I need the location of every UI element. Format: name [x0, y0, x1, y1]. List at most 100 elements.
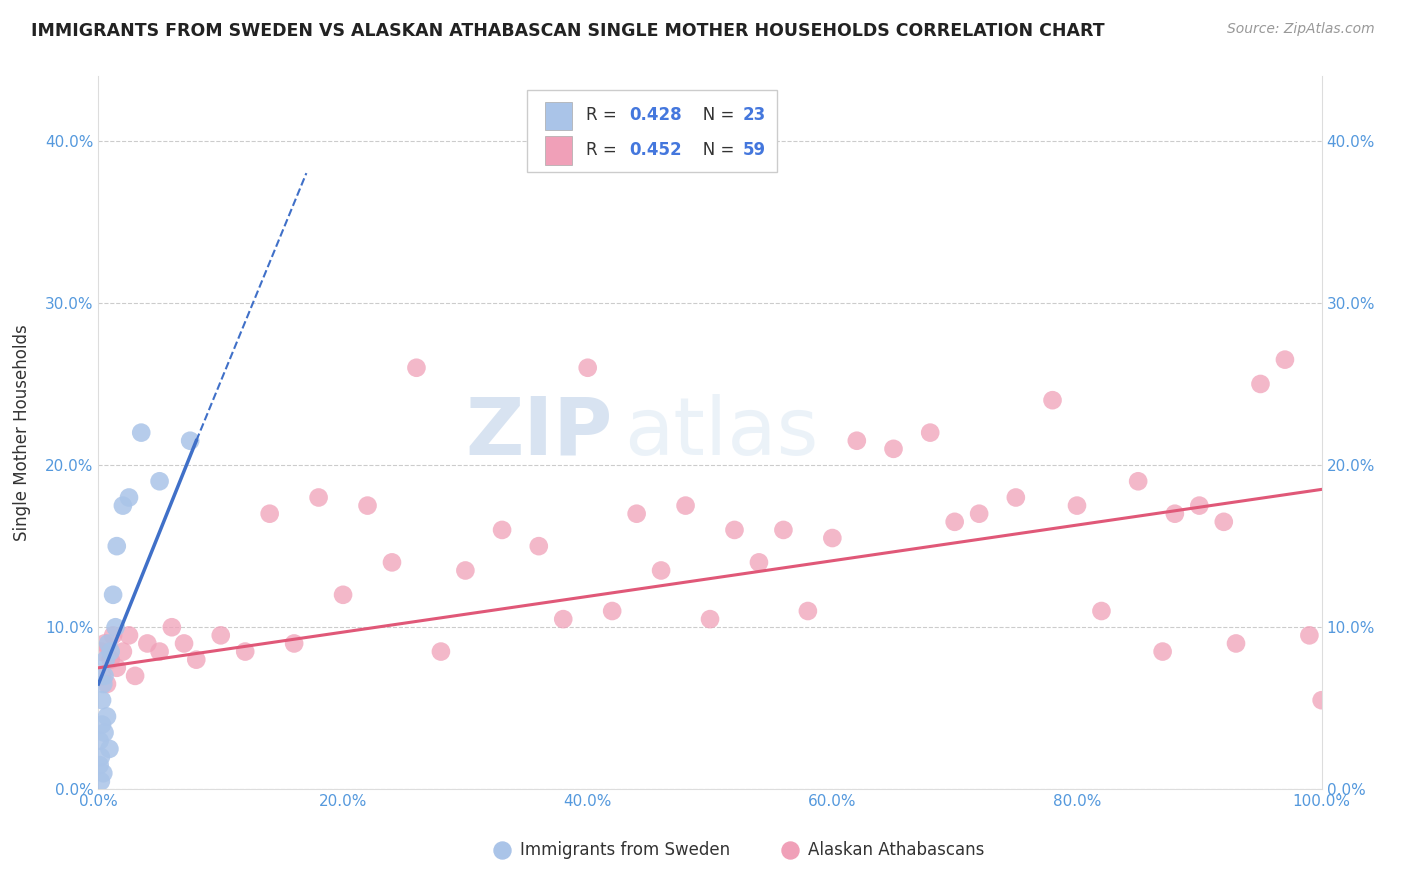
Text: Immigrants from Sweden: Immigrants from Sweden [520, 841, 731, 859]
Point [97, 636, 120, 650]
Point [136, 636, 159, 650]
Point [576, 360, 599, 375]
Text: N =: N = [686, 106, 740, 125]
Point [626, 507, 648, 521]
Point [527, 539, 550, 553]
Point [967, 507, 990, 521]
Point [1128, 475, 1150, 489]
Point [100, 653, 122, 667]
Point [259, 507, 281, 521]
Point [600, 604, 623, 618]
Text: R =: R = [586, 141, 623, 159]
Point [1152, 644, 1174, 658]
Point [233, 644, 256, 658]
Point [124, 669, 146, 683]
Point [91, 766, 114, 780]
Point [748, 555, 770, 569]
Point [91, 693, 114, 707]
Point [699, 612, 721, 626]
Point [101, 628, 124, 642]
Point [883, 442, 905, 456]
Point [186, 653, 208, 667]
Point [650, 564, 672, 578]
Text: 23: 23 [742, 106, 766, 125]
Text: atlas: atlas [624, 393, 818, 472]
Point [89, 758, 111, 772]
Point [405, 360, 427, 375]
Point [283, 636, 305, 650]
Point [149, 644, 172, 658]
Point [553, 612, 575, 626]
Y-axis label: Single Mother Households: Single Mother Households [13, 325, 31, 541]
Point [381, 555, 404, 569]
Point [173, 636, 195, 650]
Point [91, 784, 114, 798]
Point [118, 491, 141, 505]
Point [821, 531, 844, 545]
FancyBboxPatch shape [546, 102, 572, 130]
Point [160, 620, 183, 634]
Text: Source: ZipAtlas.com: Source: ZipAtlas.com [1227, 22, 1375, 37]
Point [454, 564, 477, 578]
Point [1250, 376, 1272, 391]
Point [118, 628, 141, 642]
Text: IMMIGRANTS FROM SWEDEN VS ALASKAN ATHABASCAN SINGLE MOTHER HOUSEHOLDS CORRELATIO: IMMIGRANTS FROM SWEDEN VS ALASKAN ATHABA… [31, 22, 1105, 40]
Point [1004, 491, 1026, 505]
Point [90, 644, 112, 658]
Point [1298, 628, 1320, 642]
Point [91, 669, 114, 683]
Point [332, 588, 354, 602]
Point [772, 523, 794, 537]
Point [308, 491, 330, 505]
Point [430, 644, 453, 658]
Text: R =: R = [586, 106, 623, 125]
Point [104, 620, 127, 634]
Point [1164, 507, 1187, 521]
Point [96, 677, 118, 691]
Point [96, 709, 118, 723]
Text: 0.428: 0.428 [630, 106, 682, 125]
Point [1042, 393, 1064, 408]
Point [91, 717, 114, 731]
Point [91, 677, 114, 691]
Text: 0.452: 0.452 [630, 141, 682, 159]
Point [943, 515, 966, 529]
Point [94, 784, 117, 798]
Point [1310, 693, 1333, 707]
Point [100, 644, 122, 658]
Point [94, 653, 117, 667]
Point [1225, 636, 1247, 650]
Point [90, 750, 112, 764]
Point [105, 661, 128, 675]
Point [90, 774, 112, 789]
Text: Alaskan Athabascans: Alaskan Athabascans [808, 841, 984, 859]
Point [1090, 604, 1112, 618]
Point [98, 742, 121, 756]
Point [101, 588, 124, 602]
Point [1274, 352, 1296, 367]
Point [93, 669, 115, 683]
Point [89, 733, 111, 747]
Point [93, 725, 115, 739]
Point [723, 523, 745, 537]
Point [1066, 499, 1088, 513]
Point [129, 425, 152, 440]
Point [1188, 499, 1211, 513]
Text: ZIP: ZIP [465, 393, 612, 472]
Point [105, 539, 128, 553]
Point [93, 636, 115, 650]
Point [920, 425, 942, 440]
Point [209, 628, 232, 642]
Point [149, 475, 172, 489]
Text: N =: N = [686, 141, 740, 159]
FancyBboxPatch shape [546, 136, 572, 165]
Point [111, 644, 134, 658]
Point [1212, 515, 1234, 529]
Point [845, 434, 868, 448]
Point [797, 604, 820, 618]
Text: 59: 59 [742, 141, 766, 159]
Point [491, 523, 513, 537]
Point [675, 499, 697, 513]
Point [179, 434, 201, 448]
Point [356, 499, 378, 513]
